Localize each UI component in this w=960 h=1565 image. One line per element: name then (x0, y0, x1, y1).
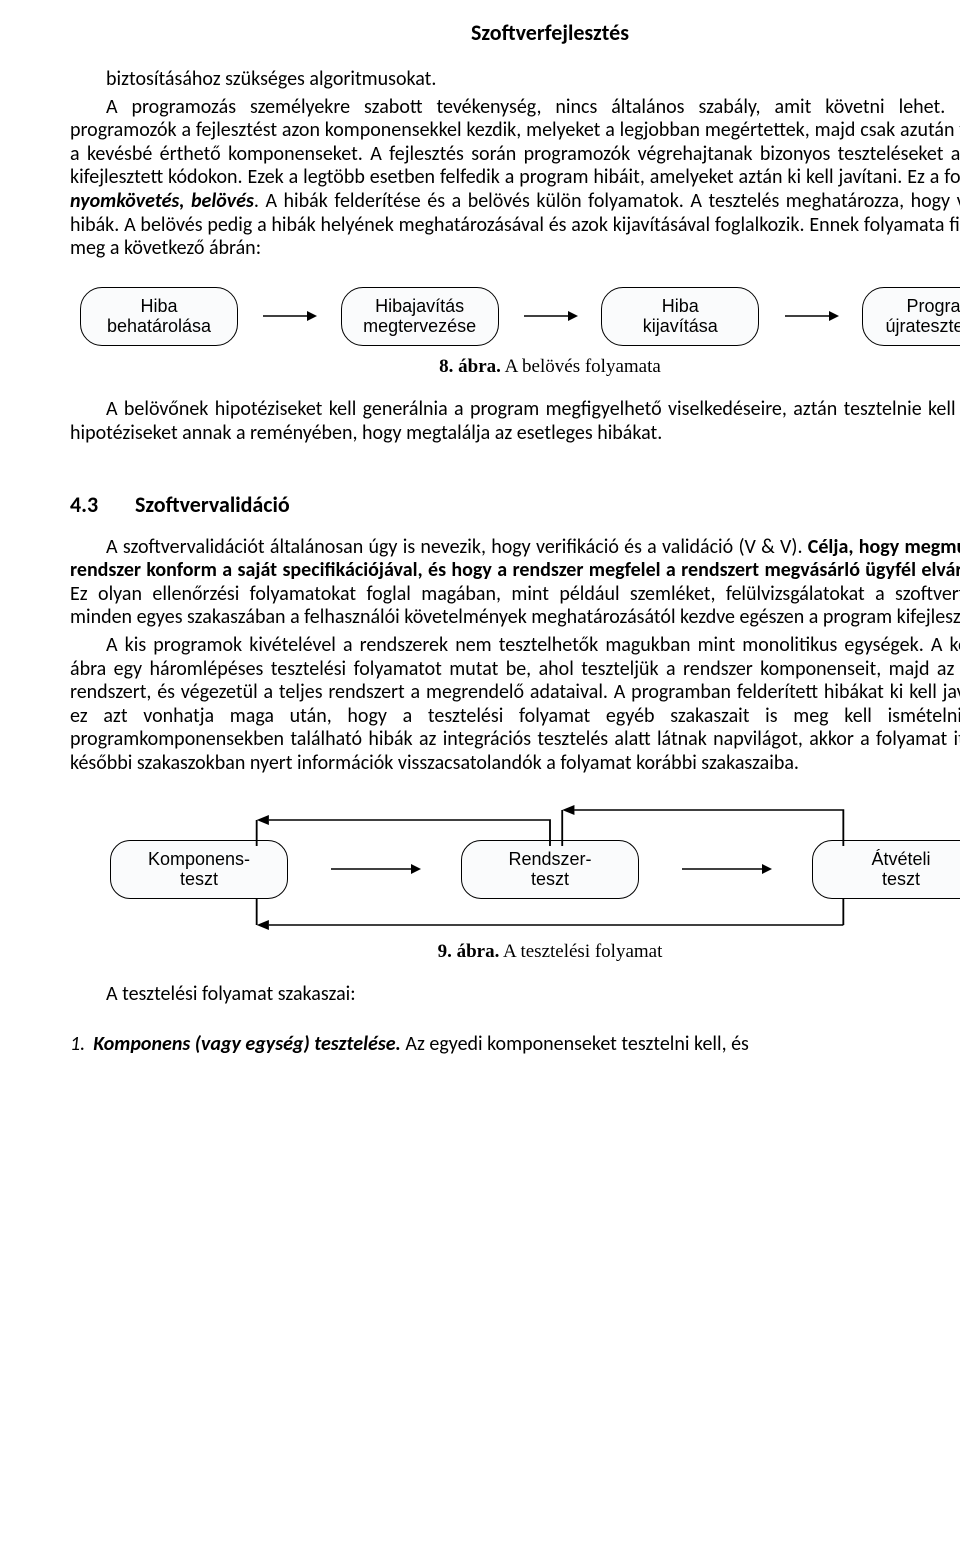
diagram-testing-process: Komponens- teszt Rendszer- teszt Átvétel… (70, 800, 960, 931)
loop-top (110, 808, 960, 840)
paragraph-3: A szoftvervalidációt általánosan úgy is … (70, 536, 960, 630)
cap8-text: A belövés folyamata (501, 356, 661, 377)
arrow-1 (261, 307, 317, 325)
list-num: 1. (70, 1032, 85, 1056)
arrow-rt-at (680, 860, 772, 878)
diagram-process-debug: Hiba behatárolása Hibajavítás megtervezé… (70, 277, 960, 346)
node-rendszer-teszt: Rendszer- teszt (461, 840, 639, 899)
figure-9-caption: 9. ábra. A tesztelési folyamat (70, 941, 960, 963)
node-hibajavitas-megtervezese: Hibajavítás megtervezése (341, 287, 499, 346)
cap9-label: 9. ábra. (438, 941, 500, 962)
cap9-text: A tesztelési folyamat (499, 941, 662, 962)
paragraph-2: A belövőnek hipotéziseket kell generálni… (70, 398, 960, 445)
list-title: Komponens (vagy egység) tesztelése. (93, 1032, 401, 1056)
node-atveteli-teszt: Átvételi teszt (812, 840, 960, 899)
section-heading-4-3: 4.3Szoftvervalidáció (70, 492, 960, 518)
section-title: Szoftvervalidáció (135, 491, 290, 518)
page-number: 16 (70, 1067, 960, 1089)
loop-bottom (110, 899, 960, 931)
node-hiba-behatarolasa: Hiba behatárolása (80, 287, 238, 346)
section-num: 4.3 (70, 492, 135, 518)
page-title: Szoftverfejlesztés (70, 20, 960, 46)
paragraph-5: A tesztelési folyamat szakaszai: (70, 983, 960, 1007)
arrow-kt-rt (329, 860, 421, 878)
node-program-ujratesztelese: Program újratesztelése (862, 287, 960, 346)
cap8-label: 8. ábra. (439, 356, 501, 377)
node-komponens-teszt: Komponens- teszt (110, 840, 288, 899)
figure-8-caption: 8. ábra. A belövés folyamata (70, 356, 960, 378)
paragraph-0: biztosításához szükséges algoritmusokat. (70, 68, 960, 92)
p3-lead: A szoftvervalidációt általánosan úgy is … (106, 535, 808, 559)
node-hiba-kijavitasa: Hiba kijavítása (601, 287, 759, 346)
paragraph-1: A programozás személyekre szabott tevéke… (70, 96, 960, 261)
list-text: Az egyedi komponenseket tesztelni kell, … (401, 1032, 749, 1056)
arrow-3 (783, 307, 839, 325)
arrow-2 (522, 307, 578, 325)
list-item-1: 1. Komponens (vagy egység) tesztelése. Az… (70, 1033, 960, 1057)
p1-emph: nyomkövetés, belövés (70, 189, 254, 213)
p1-a: A programozás személyekre szabott tevéke… (70, 95, 960, 190)
paragraph-4: A kis programok kivételével a rendszerek… (70, 634, 960, 776)
